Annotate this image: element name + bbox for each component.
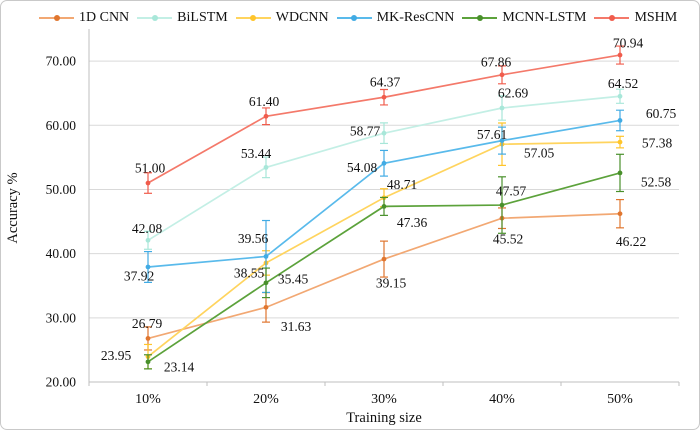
data-point-marker [617, 52, 623, 58]
data-point-marker [499, 105, 505, 111]
data-label: 26.79 [132, 316, 163, 331]
data-point-marker [499, 72, 505, 78]
chart-legend: 1D CNN BiLSTM WDCNN MK-ResCNN MCNN-LSTM … [39, 6, 677, 30]
data-label: 64.52 [608, 76, 638, 91]
legend-item-mshm[interactable]: MSHM [594, 11, 677, 25]
data-label: 47.36 [397, 215, 428, 230]
data-label: 64.37 [370, 75, 401, 90]
data-label: 38.55 [234, 265, 265, 280]
data-point-marker [617, 211, 623, 217]
data-label: 57.61 [477, 127, 507, 142]
line-marker-icon [39, 15, 74, 21]
legend-item-mcnn-lstm[interactable]: MCNN-LSTM [462, 11, 586, 25]
data-point-marker [263, 254, 269, 259]
data-point-marker [145, 180, 151, 186]
y-tick-label: 40.00 [46, 246, 77, 261]
x-tick-label: 10% [135, 392, 161, 407]
data-label: 31.63 [281, 319, 312, 334]
y-axis-title: Accuracy % [5, 172, 21, 244]
legend-item-bilstm[interactable]: BiLSTM [137, 11, 228, 25]
data-point-marker [617, 93, 623, 99]
data-point-marker [617, 139, 623, 145]
legend-item-wdcnn[interactable]: WDCNN [235, 10, 329, 25]
line-marker-icon [336, 15, 372, 21]
legend-label: MSHM [634, 10, 678, 25]
y-tick-label: 50.00 [46, 182, 77, 197]
data-point-marker [263, 304, 269, 310]
data-label: 35.45 [278, 271, 309, 286]
legend-label: MK-ResCNN [376, 10, 455, 25]
y-tick-label: 60.00 [46, 118, 77, 133]
data-label: 45.52 [493, 232, 523, 247]
data-label: 60.75 [646, 106, 677, 121]
data-point-marker [381, 203, 387, 209]
legend-item-1d-cnn[interactable]: 1D CNN [39, 11, 129, 25]
data-label: 23.95 [101, 348, 132, 363]
data-label: 57.05 [524, 146, 555, 161]
x-tick-label: 50% [607, 392, 633, 407]
data-point-marker [145, 359, 151, 365]
line-marker-icon [594, 15, 630, 21]
data-label: 70.94 [613, 36, 644, 51]
data-point-marker [499, 202, 505, 208]
x-tick-label: 30% [371, 392, 397, 407]
data-point-marker [381, 256, 387, 262]
data-label: 62.69 [498, 86, 529, 101]
data-label: 52.58 [641, 174, 672, 189]
data-label: 37.92 [124, 268, 154, 283]
y-tick-label: 30.00 [46, 310, 77, 325]
data-label: 67.86 [481, 54, 512, 69]
line-marker-icon [462, 15, 498, 21]
data-point-marker [499, 138, 505, 144]
y-tick-label: 70.00 [46, 54, 77, 69]
data-point-marker [145, 237, 151, 243]
data-label: 48.71 [387, 177, 417, 192]
data-point-marker [145, 264, 151, 270]
data-label: 51.00 [135, 161, 166, 176]
x-tick-label: 40% [489, 392, 515, 407]
data-label: 39.56 [238, 231, 269, 246]
data-label: 54.08 [347, 160, 378, 175]
data-label: 47.57 [496, 184, 527, 199]
data-label: 39.15 [376, 276, 407, 291]
data-label: 61.40 [249, 94, 280, 109]
data-point-marker [381, 130, 387, 136]
legend-item-mk-rescnn[interactable]: MK-ResCNN [336, 10, 455, 25]
data-point-marker [617, 170, 623, 176]
data-point-marker [263, 280, 269, 286]
data-label: 42.08 [132, 221, 163, 236]
legend-label: WDCNN [275, 10, 329, 25]
x-axis-title: Training size [346, 410, 422, 426]
x-tick-label: 20% [253, 392, 279, 407]
data-point-marker [381, 160, 387, 166]
line-marker-icon [137, 15, 173, 21]
legend-label: BiLSTM [177, 10, 228, 25]
legend-label: MCNN-LSTM [502, 10, 587, 25]
data-label: 23.14 [164, 359, 195, 374]
data-point-marker [617, 118, 623, 123]
data-point-marker [263, 164, 269, 170]
y-tick-label: 20.00 [46, 375, 77, 390]
data-point-marker [263, 113, 269, 119]
line-marker-icon [235, 15, 271, 21]
data-label: 57.38 [642, 136, 673, 151]
data-label: 46.22 [616, 234, 646, 249]
data-label: 53.44 [241, 146, 272, 161]
data-point-marker [145, 336, 151, 341]
legend-label: 1D CNN [79, 10, 130, 25]
data-label: 58.77 [350, 124, 381, 139]
data-point-marker [381, 94, 387, 100]
